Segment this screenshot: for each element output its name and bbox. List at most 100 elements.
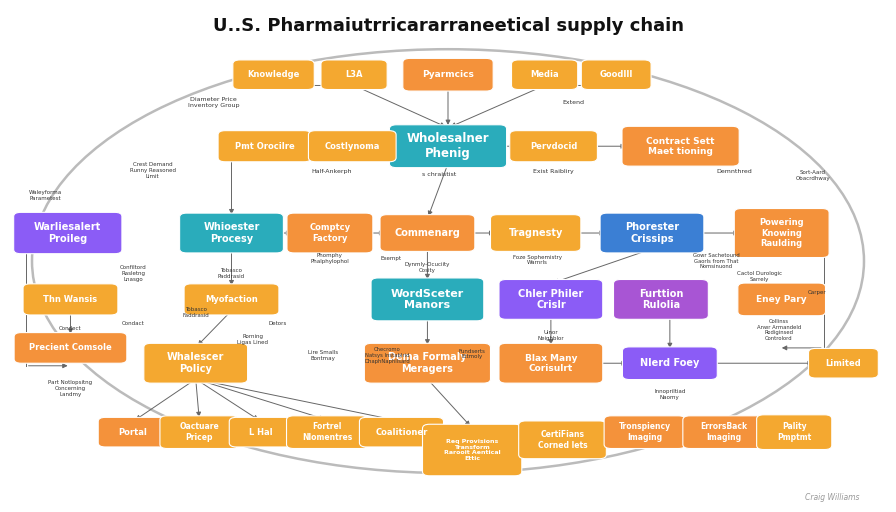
FancyBboxPatch shape: [287, 416, 368, 449]
FancyBboxPatch shape: [614, 280, 709, 319]
Text: Tragnesty: Tragnesty: [509, 228, 563, 238]
FancyBboxPatch shape: [683, 416, 764, 449]
Text: CertiFians
Corned lets: CertiFians Corned lets: [538, 430, 587, 450]
Text: Half-Ankerph: Half-Ankerph: [312, 169, 352, 174]
Text: Demnthred: Demnthred: [717, 169, 752, 174]
FancyBboxPatch shape: [14, 333, 127, 363]
Text: L3A: L3A: [345, 70, 363, 79]
FancyBboxPatch shape: [390, 125, 506, 167]
FancyBboxPatch shape: [233, 60, 314, 90]
Text: Phorester
Crissips: Phorester Crissips: [625, 222, 679, 244]
Text: Pality
Pmptmt: Pality Pmptmt: [777, 422, 812, 442]
Text: Phomphy
Phalphylophol: Phomphy Phalphylophol: [311, 253, 349, 264]
Text: Foze Sophemistry
Warnrls: Foze Sophemistry Warnrls: [513, 254, 562, 266]
FancyBboxPatch shape: [600, 213, 704, 253]
Text: Condect: Condect: [59, 326, 82, 331]
Text: Pmt Orocilre: Pmt Orocilre: [235, 142, 295, 151]
Text: Thn Wansis: Thn Wansis: [43, 295, 98, 304]
FancyBboxPatch shape: [321, 60, 387, 90]
FancyBboxPatch shape: [287, 213, 373, 253]
Text: Waleyforma
Parametest: Waleyforma Parametest: [29, 190, 62, 201]
FancyBboxPatch shape: [308, 131, 396, 162]
Text: WordSceter
Manors: WordSceter Manors: [391, 289, 464, 310]
Ellipse shape: [32, 49, 864, 473]
FancyBboxPatch shape: [359, 417, 444, 447]
Text: Cactol Durologic
Sarrely: Cactol Durologic Sarrely: [737, 271, 782, 282]
FancyBboxPatch shape: [512, 60, 578, 90]
Text: L Hal: L Hal: [249, 428, 273, 437]
Text: Crest Demand
Runny Reasoned
Limit: Crest Demand Runny Reasoned Limit: [130, 162, 176, 179]
FancyBboxPatch shape: [365, 344, 490, 383]
Text: Pervdocid: Pervdocid: [530, 142, 577, 151]
FancyBboxPatch shape: [23, 284, 118, 315]
Text: Pyarmcics: Pyarmcics: [422, 70, 474, 79]
Text: s chraistist: s chraistist: [422, 172, 456, 177]
FancyBboxPatch shape: [371, 278, 484, 321]
FancyBboxPatch shape: [423, 424, 521, 476]
Text: Gowr Sachetound
Gaorls from That
Nomsinuond: Gowr Sachetound Gaorls from That Nomsinu…: [693, 253, 740, 269]
FancyBboxPatch shape: [623, 347, 718, 379]
Text: Comptcy
Factory: Comptcy Factory: [309, 223, 350, 243]
FancyBboxPatch shape: [99, 417, 168, 447]
Text: Knowledge: Knowledge: [247, 70, 300, 79]
Text: Furttion
Rulolia: Furttion Rulolia: [639, 289, 683, 310]
Text: Media: Media: [530, 70, 559, 79]
FancyBboxPatch shape: [490, 215, 581, 251]
FancyBboxPatch shape: [737, 283, 825, 316]
Text: Commenarg: Commenarg: [394, 228, 461, 238]
Text: Extend: Extend: [563, 100, 584, 105]
FancyBboxPatch shape: [229, 417, 293, 447]
Text: Dynmly-Ocuciity
Cosity: Dynmly-Ocuciity Cosity: [405, 262, 450, 272]
Text: Precient Comsole: Precient Comsole: [29, 344, 112, 352]
Text: Tronspiency
Imaging: Tronspiency Imaging: [619, 422, 671, 442]
FancyBboxPatch shape: [13, 212, 122, 254]
Text: Chler Philer
Crislr: Chler Philer Crislr: [518, 289, 583, 310]
Text: Tobasco
Faddrasid: Tobasco Faddrasid: [183, 307, 209, 317]
FancyBboxPatch shape: [622, 126, 739, 166]
Text: Blax Many
Corisulrt: Blax Many Corisulrt: [525, 353, 577, 373]
Text: Condact: Condact: [122, 321, 144, 326]
Text: ErrorsBack
Imaging: ErrorsBack Imaging: [700, 422, 747, 442]
FancyBboxPatch shape: [144, 344, 247, 383]
Text: Contract Sett
Maet tioning: Contract Sett Maet tioning: [646, 137, 715, 156]
Text: Lire Smalls
Bontmay: Lire Smalls Bontmay: [307, 350, 338, 361]
Text: Nlerd Foey: Nlerd Foey: [640, 358, 700, 368]
Text: Wholesalner
Phenig: Wholesalner Phenig: [407, 132, 489, 160]
FancyBboxPatch shape: [499, 344, 603, 383]
FancyBboxPatch shape: [499, 280, 603, 319]
Text: Checromo
Natsys Instablrid
DhaphNaphilsard: Checromo Natsys Instablrid DhaphNaphilsa…: [365, 347, 410, 364]
Text: GoodIll: GoodIll: [599, 70, 633, 79]
Text: Confiltord
Rasletng
Lnasgo: Confiltord Rasletng Lnasgo: [120, 265, 146, 282]
Text: Warliesalert
Proileg: Warliesalert Proileg: [34, 222, 101, 244]
FancyBboxPatch shape: [735, 208, 829, 258]
FancyBboxPatch shape: [159, 416, 238, 449]
Text: Myofaction: Myofaction: [205, 295, 258, 304]
Text: Tobasco
Paddrasid: Tobasco Paddrasid: [218, 268, 246, 279]
Text: Coalitioner: Coalitioner: [375, 428, 427, 437]
Text: Eney Pary: Eney Pary: [756, 295, 807, 304]
FancyBboxPatch shape: [604, 416, 685, 449]
Text: Sort-Aard
Obacrdhway: Sort-Aard Obacrdhway: [796, 170, 831, 181]
Text: Fortrel
Nlomentres: Fortrel Nlomentres: [302, 422, 352, 442]
Text: Portal: Portal: [118, 428, 148, 437]
Text: Powering
Knowing
Raulding: Powering Knowing Raulding: [760, 218, 804, 248]
Text: Exist Raibliry: Exist Raibliry: [533, 169, 574, 174]
Text: Detors: Detors: [269, 321, 287, 326]
Text: Dema Formaly
Meragers: Dema Formaly Meragers: [388, 352, 467, 374]
Text: Fundserts
Ettmoly: Fundserts Ettmoly: [459, 349, 486, 359]
FancyBboxPatch shape: [380, 215, 475, 251]
Text: Oactuare
Pricep: Oactuare Pricep: [179, 422, 220, 442]
FancyBboxPatch shape: [756, 415, 831, 450]
Text: Craig Williams: Craig Williams: [805, 493, 859, 502]
Text: Part Notlopsitng
Concerning
Landmy: Part Notlopsitng Concerning Landmy: [48, 380, 92, 397]
FancyBboxPatch shape: [184, 284, 279, 315]
Text: Collinss
Anwr Armandeld
Rodiginsed
Controlord: Collinss Anwr Armandeld Rodiginsed Contr…: [757, 319, 801, 341]
Text: Innopriltiad
Naomy: Innopriltiad Naomy: [654, 390, 685, 400]
Text: Exempt: Exempt: [380, 256, 401, 261]
Text: Costlynoma: Costlynoma: [324, 142, 380, 151]
Text: Rorning
Ligas Lined: Rorning Ligas Lined: [237, 334, 269, 345]
FancyBboxPatch shape: [808, 349, 878, 378]
Text: Whioester
Procesy: Whioester Procesy: [203, 222, 260, 244]
FancyBboxPatch shape: [218, 131, 311, 162]
FancyBboxPatch shape: [582, 60, 651, 90]
